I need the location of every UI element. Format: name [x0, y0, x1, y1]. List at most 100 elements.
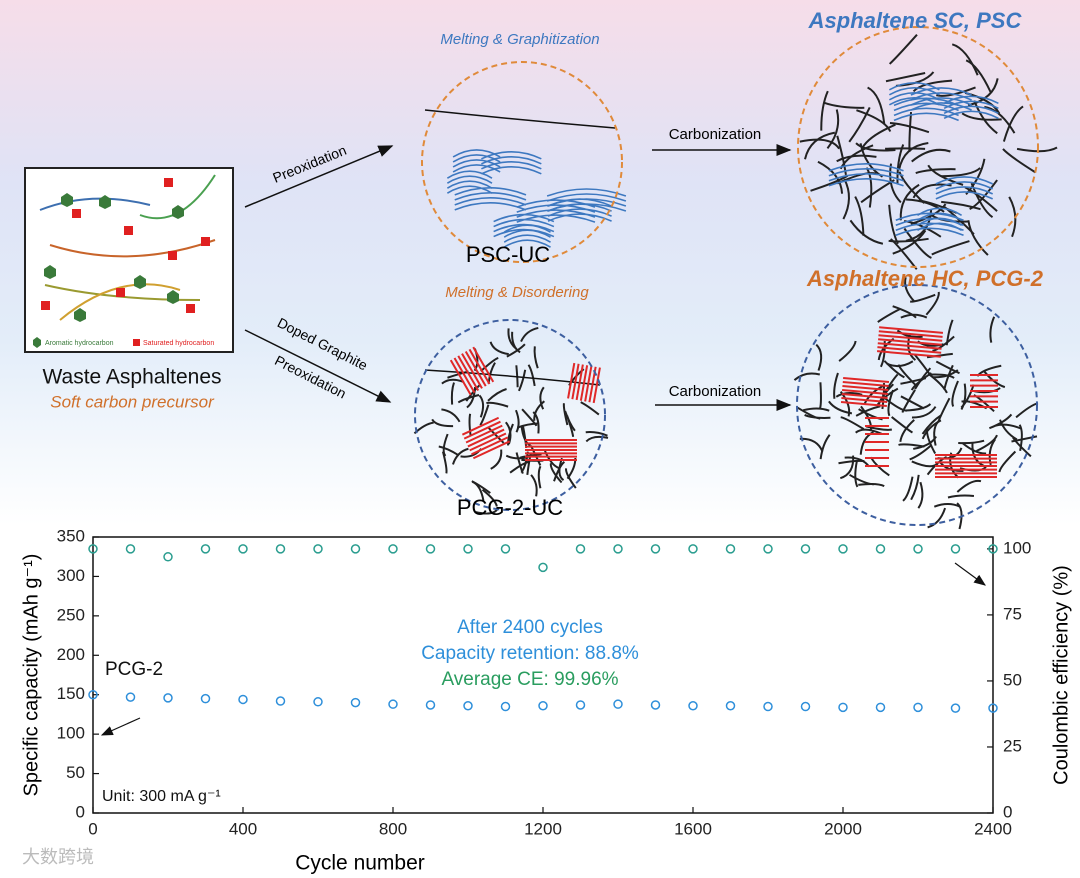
- fiber: [802, 407, 830, 412]
- fiber: [824, 102, 865, 109]
- fiber: [914, 367, 932, 390]
- fiber: [891, 416, 913, 434]
- graphitic-layer: [888, 97, 940, 106]
- fiber: [520, 326, 539, 343]
- fiber: [905, 403, 932, 412]
- graphitic-layer: [452, 149, 501, 158]
- fiber: [836, 135, 847, 176]
- graphite-layer: [467, 428, 505, 448]
- fiber: [958, 439, 985, 445]
- fiber: [537, 465, 542, 489]
- fiber: [956, 502, 963, 530]
- y-tick-label: 0: [76, 802, 85, 821]
- fiber: [865, 425, 893, 431]
- fiber: [926, 428, 937, 454]
- graphitic-layer: [503, 224, 551, 233]
- fiber: [804, 131, 836, 160]
- fiber: [927, 507, 947, 529]
- fiber: [898, 171, 925, 204]
- fiber: [961, 442, 987, 455]
- fiber: [487, 388, 507, 402]
- graphitic-layer: [446, 180, 493, 189]
- saturated-unit: [116, 288, 125, 297]
- fiber: [941, 200, 981, 211]
- graphite-layer: [584, 365, 593, 402]
- fiber: [442, 433, 449, 457]
- fiber: [580, 401, 600, 416]
- fiber: [836, 154, 877, 163]
- fiber: [532, 411, 540, 434]
- fiber: [863, 385, 884, 405]
- fiber: [867, 86, 886, 124]
- graphitic-layer: [546, 198, 627, 207]
- fiber: [854, 196, 865, 236]
- aromatic-ring: [61, 193, 73, 207]
- graphitic-layer: [516, 204, 596, 213]
- legend-text: Saturated hydrocarbon: [143, 340, 214, 347]
- graphite-layer: [841, 396, 888, 403]
- data-point: [913, 702, 923, 713]
- fiber: [903, 227, 932, 259]
- annotation: Unit: 300 mA g⁻¹: [102, 788, 221, 805]
- y-tick-label: 250: [57, 605, 85, 624]
- data-point: [688, 544, 698, 554]
- y2-axis-label: Coulombic efficiency (%): [1050, 565, 1072, 785]
- fiber: [967, 220, 989, 256]
- fiber: [909, 444, 933, 461]
- fiber: [943, 364, 954, 391]
- circle: [797, 26, 1039, 268]
- fiber: [450, 382, 455, 405]
- fiber: [819, 434, 831, 460]
- data-point: [988, 544, 998, 554]
- y2-tick-label: 50: [1003, 670, 1022, 689]
- data-point: [350, 697, 361, 708]
- fiber: [549, 463, 563, 484]
- graphite-layer: [843, 377, 890, 384]
- fiber: [989, 316, 996, 343]
- graphite-layer: [840, 400, 887, 407]
- fiber: [877, 383, 894, 406]
- fiber: [900, 395, 925, 410]
- y-tick-label: 100: [57, 724, 85, 743]
- fiber: [858, 408, 883, 421]
- data-point: [650, 700, 661, 710]
- fiber: [927, 164, 964, 186]
- melt-line: [424, 109, 616, 129]
- data-point: [950, 544, 961, 554]
- psc-uc-structure: [424, 109, 627, 248]
- fiber: [856, 109, 892, 132]
- data-point: [125, 692, 136, 702]
- fiber: [1012, 436, 1032, 458]
- fiber: [441, 408, 461, 423]
- data-point: [350, 544, 361, 554]
- graphite-domain: [876, 326, 944, 358]
- fiber: [925, 291, 940, 316]
- fiber: [910, 293, 936, 303]
- fiber: [973, 100, 998, 135]
- graphitic-layer: [547, 213, 612, 222]
- fiber: [526, 452, 532, 475]
- data-point: [313, 544, 323, 554]
- graphite-layer: [469, 432, 507, 452]
- fiber: [817, 160, 844, 194]
- graphite-layer: [464, 351, 487, 387]
- data-point: [950, 703, 961, 713]
- data-point: [538, 562, 548, 573]
- saturated-unit: [168, 251, 177, 260]
- fiber: [969, 179, 998, 211]
- graphite-layer: [461, 416, 500, 436]
- saturated-unit: [72, 209, 81, 218]
- data-point: [200, 544, 211, 554]
- pcg-uc-structure: [413, 326, 609, 515]
- fiber: [861, 123, 896, 149]
- data-point: [800, 701, 811, 712]
- graphitic-layer: [917, 217, 963, 227]
- y-tick-label: 350: [57, 526, 85, 545]
- data-point: [88, 689, 98, 700]
- fiber: [527, 364, 536, 387]
- fiber: [889, 122, 930, 134]
- fiber: [431, 418, 454, 428]
- graphitic-layer: [895, 227, 964, 237]
- data-point: [275, 696, 286, 706]
